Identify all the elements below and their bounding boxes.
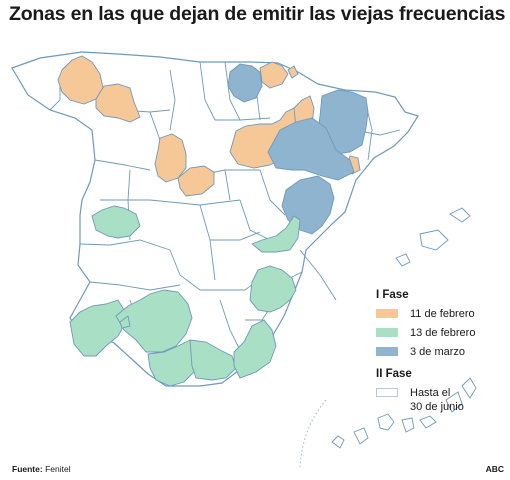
legend-item-3-marzo: 3 de marzo (376, 345, 506, 359)
page-title: Zonas en las que dejan de emitir las vie… (9, 3, 506, 25)
legend: I Fase 11 de febrero 13 de febrero 3 de … (376, 289, 506, 419)
legend-label: 11 de febrero (410, 308, 475, 320)
canary-islands (331, 377, 477, 449)
legend-item-30-junio: Hasta el 30 de junio (376, 386, 506, 414)
legend-swatch-orange (376, 309, 398, 318)
canary-inset-separator (299, 399, 327, 469)
province-borders (49, 61, 401, 351)
source-label: Fuente: (12, 464, 43, 474)
balearic-islands (395, 207, 471, 267)
source-value: Fenitel (45, 464, 71, 474)
zones-13-febrero (69, 205, 301, 387)
legend-swatch-white (376, 388, 398, 397)
legend-label: 3 de marzo (410, 346, 466, 358)
legend-label: 13 de febrero (410, 327, 476, 339)
legend-label-multiline: Hasta el 30 de junio (410, 386, 464, 414)
legend-group-1-title: I Fase (376, 289, 409, 301)
legend-group-2-title: II Fase (376, 368, 412, 380)
legend-label-line1: Hasta el (410, 387, 451, 399)
legend-item-13-febrero: 13 de febrero (376, 326, 506, 340)
legend-swatch-blue (376, 347, 398, 356)
legend-swatch-green (376, 328, 398, 337)
source-credit: Fuente: Fenitel (12, 464, 71, 474)
legend-label-line2: 30 de junio (410, 401, 464, 413)
brand-logo-text: ABC (485, 464, 504, 474)
legend-item-11-febrero: 11 de febrero (376, 307, 506, 321)
